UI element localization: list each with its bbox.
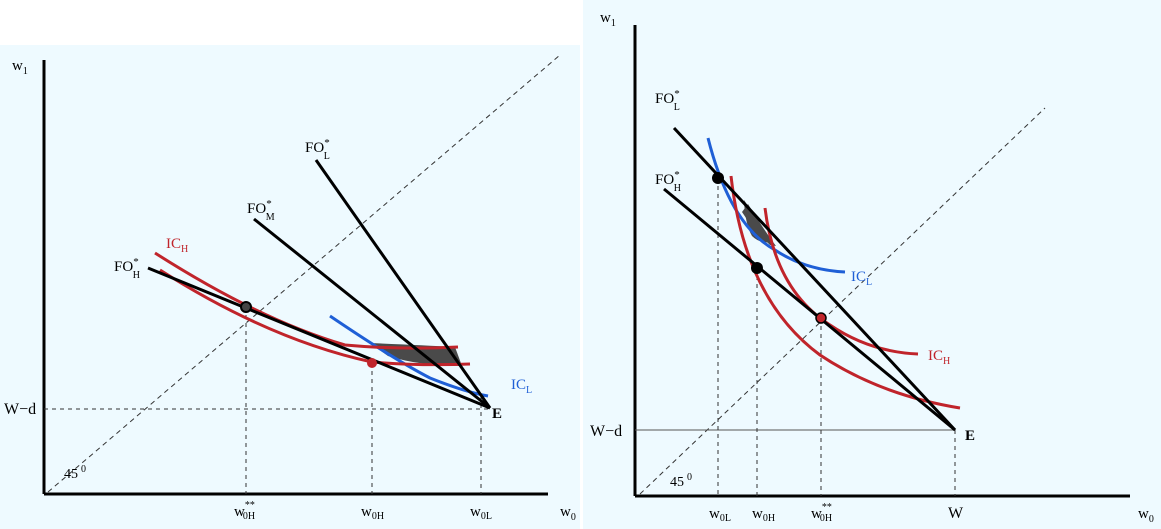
right-panel: w1 w0 W−d E 45 0 FO* L FO* H ICL ICH w0L w0…	[583, 0, 1161, 529]
right-point-w0h-star	[816, 313, 826, 323]
left-point-w0h	[367, 358, 377, 368]
right-e-label: E	[965, 428, 975, 444]
left-tick-w0h-star: w** 0H	[234, 500, 255, 522]
left-panel-background	[0, 45, 580, 529]
right-tick-w0h-star: w** 0H	[811, 502, 832, 524]
left-point-w0h-star	[241, 302, 251, 312]
right-point-w0h	[751, 262, 763, 274]
right-wd-label: W−d	[590, 423, 622, 440]
left-e-label: E	[492, 406, 502, 422]
right-panel-background	[583, 0, 1161, 529]
left-wd-label: W−d	[4, 401, 36, 418]
left-panel: w1 w0 W−d E 45 0 FO* L FO* M FO* H ICH ICL w…	[0, 45, 580, 529]
right-point-w0l	[712, 172, 724, 184]
right-tick-w: W	[948, 505, 964, 522]
